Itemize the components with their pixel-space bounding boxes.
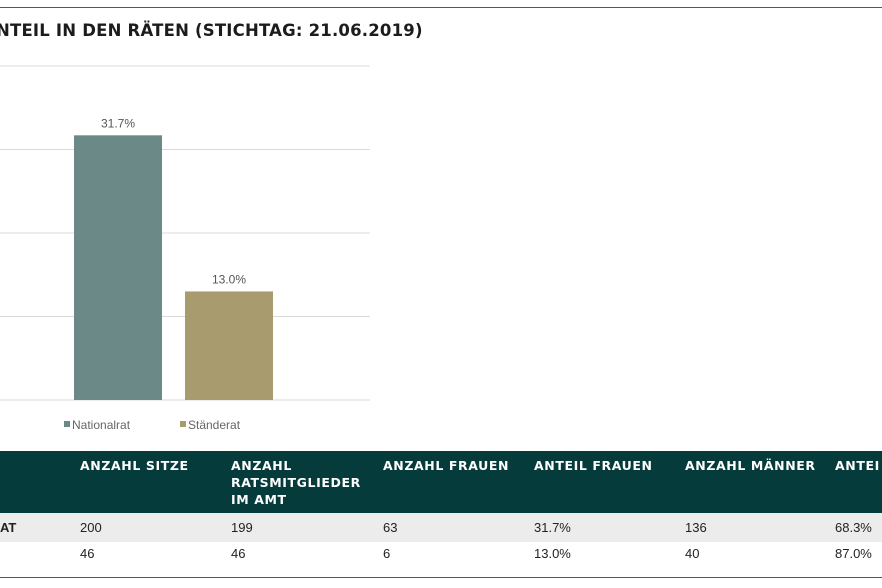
chart-bars: [74, 135, 273, 400]
council-table: ANZAHL SITZE ANZAHL RATSMITGLIEDER IM AM…: [0, 451, 882, 565]
table-cell: 200: [80, 513, 231, 542]
column-header-anzahl-frauen: ANZAHL FRAUEN: [383, 451, 534, 513]
chart-legend: Nationalrat Ständerat: [64, 418, 241, 432]
table-cell: 87.0%: [835, 546, 872, 561]
table-cell: 6: [383, 546, 391, 561]
column-header-anzahl-sitze: ANZAHL SITZE: [80, 451, 231, 513]
table-cell: 46: [80, 546, 95, 561]
page-title: NTEIL IN DEN RÄTEN (STICHTAG: 21.06.2019…: [0, 21, 423, 40]
column-header-ratsmitglieder: ANZAHL RATSMITGLIEDER IM AMT: [231, 451, 383, 513]
table-cell: 13.0%: [534, 546, 571, 561]
table-cell: 40: [685, 546, 700, 561]
row-label: AT: [0, 513, 80, 542]
chart-gridlines: [0, 65, 370, 401]
table-header-row: ANZAHL SITZE ANZAHL RATSMITGLIEDER IM AM…: [0, 451, 882, 513]
column-header-anteil-frauen: ANTEIL FRAUEN: [534, 451, 685, 513]
data-label: 31.7%: [101, 116, 135, 130]
table-cell: 46: [231, 546, 246, 561]
table-cell: 136: [685, 513, 835, 542]
chart-data-labels: 31.7% 13.0%: [101, 116, 246, 286]
table-cell: 31.7%: [534, 513, 685, 542]
bottom-rule: [0, 577, 882, 578]
table-row: 46 46 6 13.0% 40 87.0%: [0, 542, 882, 565]
column-header-anzahl-maenner: ANZAHL MÄNNER: [685, 451, 835, 513]
bar-chart: 31.7% 13.0% Nationalrat Ständerat: [0, 65, 370, 432]
table-cell: 63: [383, 513, 534, 542]
table-row: AT 200 199 63 31.7% 136 68.3%: [0, 513, 882, 542]
table-cell: 68.3%: [835, 513, 882, 542]
column-header: [0, 451, 80, 513]
bar-nationalrat: [74, 135, 162, 400]
legend-swatch: [180, 421, 186, 427]
table-cell: 199: [231, 513, 383, 542]
column-header-anteil-maenner: ANTEI: [835, 451, 882, 513]
bar-ständerat: [185, 291, 273, 400]
legend-label: Nationalrat: [72, 418, 131, 432]
top-rule: [0, 7, 882, 8]
data-label: 13.0%: [212, 272, 246, 286]
legend-swatch: [64, 421, 70, 427]
legend-label: Ständerat: [188, 418, 241, 432]
row-label: [0, 542, 80, 565]
